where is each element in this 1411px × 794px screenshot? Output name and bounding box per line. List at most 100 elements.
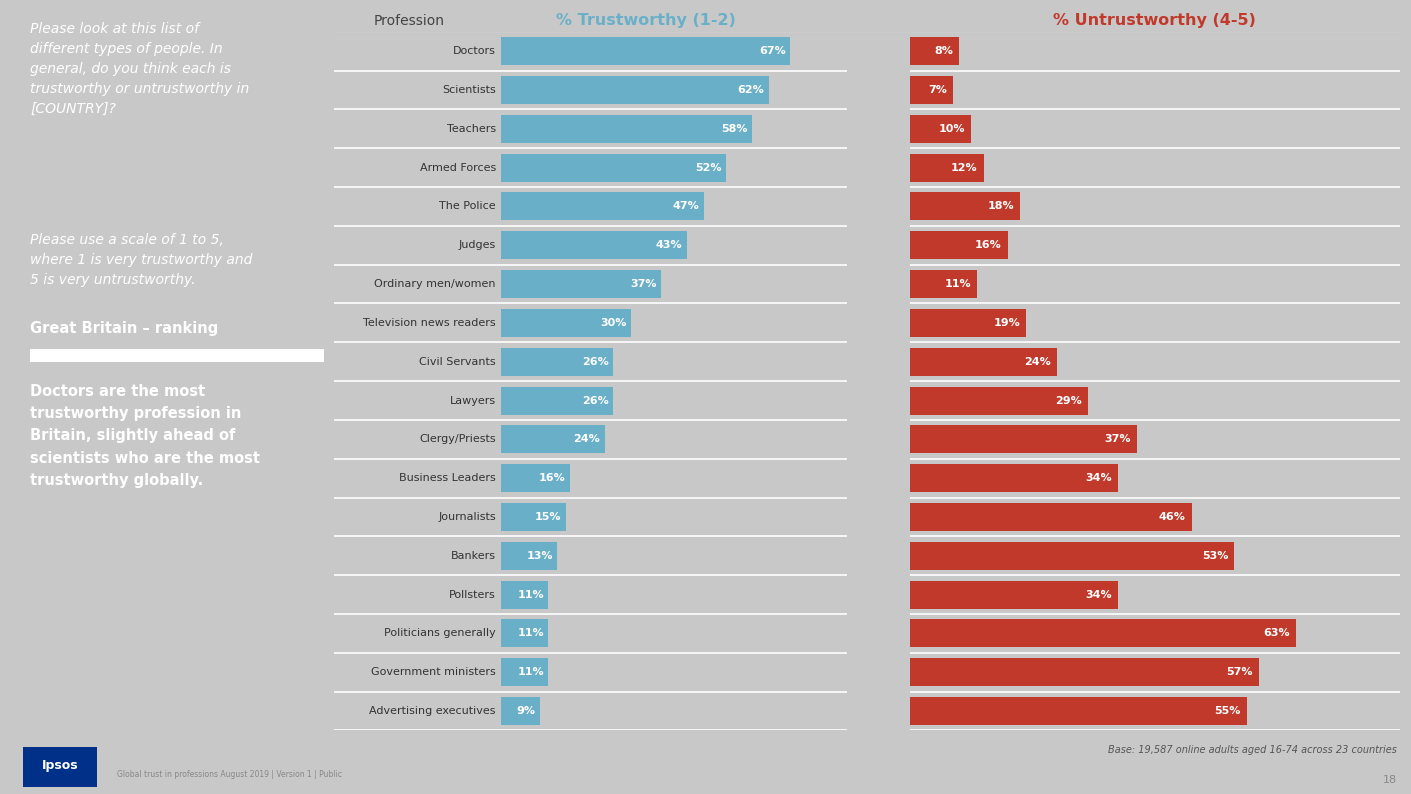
Bar: [910, 619, 1295, 647]
Text: 67%: 67%: [759, 46, 786, 56]
Text: 24%: 24%: [1024, 357, 1051, 367]
Bar: [910, 192, 1020, 221]
Text: Teachers: Teachers: [447, 124, 495, 134]
Text: 26%: 26%: [583, 357, 610, 367]
Text: 57%: 57%: [1226, 667, 1253, 677]
Text: 62%: 62%: [738, 85, 765, 95]
Text: 8%: 8%: [934, 46, 952, 56]
Bar: [501, 658, 549, 686]
Text: 7%: 7%: [928, 85, 947, 95]
Bar: [910, 270, 978, 298]
Text: 18: 18: [1383, 775, 1397, 784]
Text: Ordinary men/women: Ordinary men/women: [374, 279, 495, 289]
Text: 30%: 30%: [600, 318, 626, 328]
Text: Doctors: Doctors: [453, 46, 495, 56]
Text: 11%: 11%: [518, 667, 545, 677]
Bar: [501, 192, 704, 221]
Text: Scientists: Scientists: [442, 85, 495, 95]
Text: 16%: 16%: [975, 241, 1002, 250]
Text: 58%: 58%: [721, 124, 748, 134]
Bar: [501, 309, 631, 337]
Text: Please use a scale of 1 to 5,
where 1 is very trustworthy and
5 is very untrustw: Please use a scale of 1 to 5, where 1 is…: [30, 233, 253, 287]
Bar: [910, 387, 1088, 414]
Text: 43%: 43%: [656, 241, 683, 250]
Bar: [501, 270, 660, 298]
Text: 26%: 26%: [583, 395, 610, 406]
Text: % Trustworthy (1-2): % Trustworthy (1-2): [556, 13, 737, 28]
Text: Judges: Judges: [459, 241, 495, 250]
Text: Clergy/Priests: Clergy/Priests: [419, 434, 495, 445]
Bar: [910, 76, 952, 104]
Text: 63%: 63%: [1263, 628, 1290, 638]
Bar: [910, 309, 1026, 337]
Text: 11%: 11%: [518, 628, 545, 638]
Bar: [910, 542, 1235, 570]
Bar: [910, 464, 1118, 492]
Text: 29%: 29%: [1054, 395, 1081, 406]
Text: 19%: 19%: [993, 318, 1020, 328]
Bar: [501, 231, 687, 259]
Text: Doctors are the most
trustworthy profession in
Britain, slightly ahead of
scient: Doctors are the most trustworthy profess…: [30, 384, 260, 488]
Bar: [501, 348, 614, 376]
Text: Ipsos: Ipsos: [42, 758, 79, 772]
Text: Journalists: Journalists: [439, 512, 495, 522]
Bar: [501, 464, 570, 492]
Text: Government ministers: Government ministers: [371, 667, 495, 677]
Bar: [501, 37, 790, 65]
Text: 46%: 46%: [1158, 512, 1185, 522]
Text: Politicians generally: Politicians generally: [384, 628, 495, 638]
Bar: [910, 580, 1118, 608]
Text: Global trust in professions August 2019 | Version 1 | Public: Global trust in professions August 2019 …: [117, 770, 341, 779]
Text: Advertising executives: Advertising executives: [370, 706, 495, 716]
Bar: [910, 348, 1057, 376]
Text: 12%: 12%: [951, 163, 978, 172]
Text: 13%: 13%: [526, 551, 553, 561]
Text: 11%: 11%: [518, 590, 545, 599]
Bar: [501, 619, 549, 647]
Text: 24%: 24%: [573, 434, 600, 445]
Bar: [910, 154, 983, 182]
Text: 52%: 52%: [694, 163, 721, 172]
Bar: [501, 387, 614, 414]
Text: Lawyers: Lawyers: [450, 395, 495, 406]
Bar: [910, 697, 1247, 725]
Bar: [501, 154, 725, 182]
Text: Television news readers: Television news readers: [363, 318, 495, 328]
Text: 9%: 9%: [516, 706, 536, 716]
Bar: [501, 426, 604, 453]
Text: 47%: 47%: [673, 202, 700, 211]
Text: 18%: 18%: [988, 202, 1015, 211]
Bar: [910, 426, 1136, 453]
Text: 15%: 15%: [535, 512, 562, 522]
Text: Bankers: Bankers: [452, 551, 495, 561]
Bar: [501, 503, 566, 531]
Bar: [910, 503, 1192, 531]
Bar: [501, 542, 557, 570]
Text: 34%: 34%: [1085, 473, 1112, 484]
Text: Profession: Profession: [374, 13, 444, 28]
Bar: [501, 76, 769, 104]
Text: 37%: 37%: [1103, 434, 1130, 445]
Bar: [910, 37, 959, 65]
Text: Pollsters: Pollsters: [449, 590, 495, 599]
Text: 55%: 55%: [1215, 706, 1240, 716]
Bar: [910, 115, 971, 143]
Bar: [501, 580, 549, 608]
Text: Business Leaders: Business Leaders: [399, 473, 495, 484]
Text: Base: 19,587 online adults aged 16-74 across 23 countries: Base: 19,587 online adults aged 16-74 ac…: [1108, 746, 1397, 755]
Text: 34%: 34%: [1085, 590, 1112, 599]
Bar: [910, 658, 1259, 686]
Text: The Police: The Police: [439, 202, 495, 211]
Text: Great Britain – ranking: Great Britain – ranking: [30, 322, 219, 336]
Text: Armed Forces: Armed Forces: [419, 163, 495, 172]
Text: 16%: 16%: [539, 473, 566, 484]
Text: 37%: 37%: [629, 279, 656, 289]
Bar: [24, 747, 97, 788]
Bar: [910, 231, 1007, 259]
Text: Civil Servants: Civil Servants: [419, 357, 495, 367]
Bar: [501, 115, 752, 143]
Bar: [30, 349, 325, 362]
Text: % Untrustworthy (4-5): % Untrustworthy (4-5): [1054, 13, 1256, 28]
Text: 10%: 10%: [938, 124, 965, 134]
Bar: [501, 697, 540, 725]
